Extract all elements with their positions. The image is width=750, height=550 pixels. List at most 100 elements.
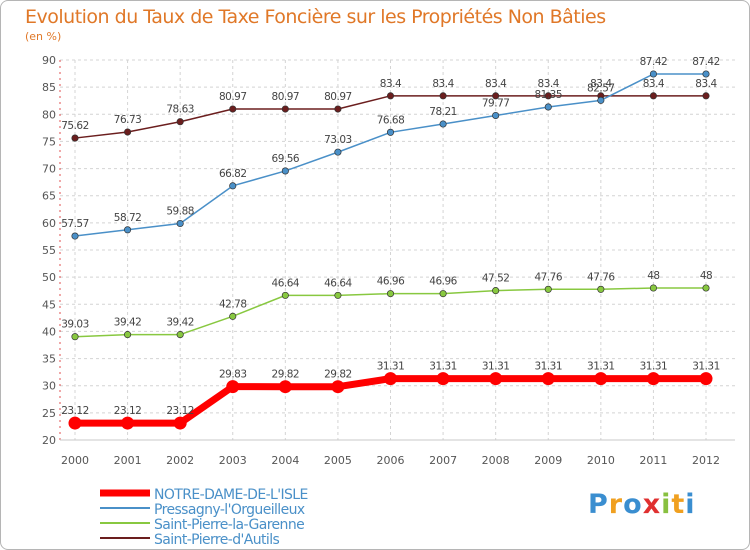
data-label: 31.31 bbox=[534, 361, 562, 373]
data-label: 87.42 bbox=[640, 56, 668, 68]
x-tick-label: 2001 bbox=[114, 454, 142, 467]
data-point bbox=[176, 219, 184, 228]
data-point bbox=[334, 291, 342, 299]
data-point bbox=[597, 285, 605, 293]
data-point bbox=[439, 92, 447, 100]
data-point bbox=[124, 226, 132, 234]
data-label: 47.76 bbox=[587, 271, 615, 283]
data-point bbox=[384, 372, 397, 386]
logo-letter: P bbox=[588, 489, 609, 520]
data-label: 87.42 bbox=[692, 56, 720, 68]
logo-letter: r bbox=[608, 489, 624, 520]
data-point bbox=[334, 105, 342, 113]
data-label: 83.4 bbox=[643, 78, 665, 90]
data-point bbox=[229, 182, 237, 190]
legend-label: Pressagny-l'Orgueilleux bbox=[154, 502, 305, 518]
data-point bbox=[439, 290, 447, 298]
data-label: 83.4 bbox=[538, 78, 560, 90]
data-point bbox=[71, 232, 79, 240]
logo-letter: x bbox=[642, 489, 662, 520]
y-tick-label: 60 bbox=[42, 217, 56, 230]
data-point bbox=[281, 167, 289, 175]
data-label: 78.63 bbox=[166, 104, 194, 116]
data-label: 42.78 bbox=[219, 298, 247, 310]
data-point bbox=[173, 416, 187, 430]
y-tick-label: 55 bbox=[42, 244, 56, 257]
x-tick-label: 2012 bbox=[692, 454, 720, 467]
data-point bbox=[176, 118, 184, 126]
data-point bbox=[176, 331, 184, 339]
data-point bbox=[124, 128, 132, 136]
data-point bbox=[281, 105, 289, 113]
data-label: 80.97 bbox=[324, 91, 352, 103]
data-point bbox=[71, 134, 79, 142]
data-point bbox=[646, 372, 660, 386]
data-label: 75.62 bbox=[61, 120, 89, 132]
logo-letter: i bbox=[661, 489, 672, 520]
data-label: 23.12 bbox=[166, 405, 194, 417]
data-point bbox=[492, 92, 500, 100]
data-point bbox=[597, 96, 605, 104]
data-label: 73.03 bbox=[324, 134, 352, 146]
data-label: 46.64 bbox=[272, 277, 300, 289]
data-label: 83.4 bbox=[695, 78, 717, 90]
data-label: 83.4 bbox=[380, 78, 402, 90]
data-point bbox=[229, 312, 237, 320]
data-point bbox=[229, 105, 237, 113]
data-label: 78.21 bbox=[429, 106, 457, 118]
logo-letter: t bbox=[671, 489, 686, 520]
y-tick-label: 35 bbox=[42, 353, 56, 366]
data-point bbox=[594, 372, 608, 386]
y-tick-label: 75 bbox=[42, 135, 56, 148]
y-tick-label: 80 bbox=[42, 108, 56, 121]
data-label: 39.42 bbox=[114, 317, 142, 329]
y-tick-label: 70 bbox=[42, 163, 56, 176]
data-point bbox=[386, 92, 395, 100]
y-tick-label: 45 bbox=[42, 298, 56, 311]
data-point bbox=[436, 372, 450, 386]
data-point bbox=[124, 331, 132, 339]
data-label: 59.88 bbox=[166, 206, 194, 218]
data-label: 31.31 bbox=[692, 361, 720, 373]
data-point bbox=[386, 128, 395, 136]
data-label: 29.82 bbox=[272, 369, 300, 381]
data-point bbox=[649, 70, 657, 78]
data-label: 46.64 bbox=[324, 277, 352, 289]
chart-title: Evolution du Taux de Taxe Foncière sur l… bbox=[25, 6, 606, 28]
data-point bbox=[281, 291, 289, 299]
data-label: 39.42 bbox=[166, 317, 194, 329]
data-label: 76.73 bbox=[114, 114, 142, 126]
legend-label: Saint-Pierre-d'Autils bbox=[154, 532, 279, 548]
data-label: 69.56 bbox=[272, 153, 300, 165]
data-point bbox=[492, 111, 500, 120]
data-point bbox=[649, 92, 657, 100]
data-label: 80.97 bbox=[219, 91, 247, 103]
data-label: 82.57 bbox=[587, 82, 615, 94]
x-tick-label: 2006 bbox=[377, 454, 405, 467]
data-label: 66.82 bbox=[219, 168, 247, 180]
data-label: 79.77 bbox=[482, 98, 510, 110]
data-label: 46.96 bbox=[377, 276, 405, 288]
x-tick-label: 2004 bbox=[271, 454, 299, 467]
data-label: 76.68 bbox=[377, 114, 405, 126]
y-tick-label: 90 bbox=[42, 54, 56, 67]
x-tick-label: 2009 bbox=[534, 454, 562, 467]
data-point bbox=[541, 372, 555, 386]
data-label: 29.83 bbox=[219, 369, 247, 381]
legend-label: Saint-Pierre-la-Garenne bbox=[154, 517, 304, 533]
proxiti-logo: Proxiti bbox=[588, 489, 696, 520]
data-label: 23.12 bbox=[61, 405, 89, 417]
data-label: 31.31 bbox=[640, 361, 668, 373]
y-tick-label: 40 bbox=[42, 325, 56, 338]
data-label: 83.4 bbox=[590, 78, 612, 90]
data-label: 80.97 bbox=[272, 91, 300, 103]
data-point bbox=[702, 70, 710, 78]
legend-label: NOTRE-DAME-DE-L'ISLE bbox=[154, 487, 308, 503]
data-point bbox=[489, 372, 503, 386]
logo-letter: i bbox=[685, 489, 696, 520]
data-label: 31.31 bbox=[587, 361, 615, 373]
data-point bbox=[386, 290, 395, 298]
data-label: 31.31 bbox=[429, 361, 457, 373]
x-tick-label: 2000 bbox=[61, 454, 89, 467]
